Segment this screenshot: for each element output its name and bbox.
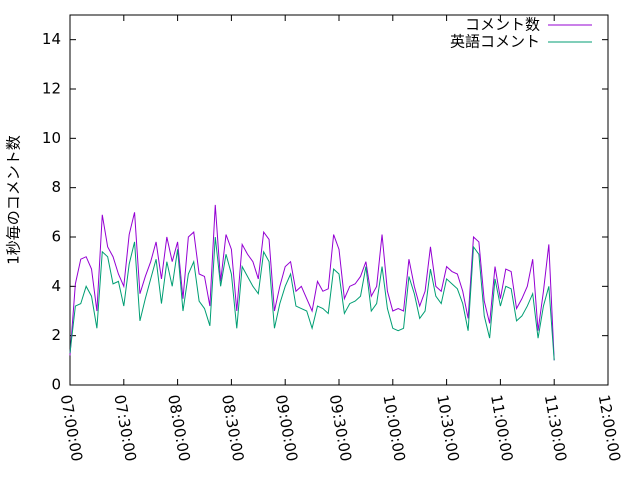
x-tick-label: 11:30:00	[541, 393, 570, 462]
y-tick-label: 8	[51, 178, 61, 196]
y-tick-label: 2	[51, 326, 61, 344]
y-tick-label: 14	[42, 30, 61, 48]
x-tick-label: 11:00:00	[487, 393, 516, 462]
x-tick-label: 10:30:00	[433, 393, 462, 462]
x-tick-label: 10:00:00	[379, 393, 408, 462]
x-tick-label: 09:00:00	[272, 393, 301, 462]
series-line	[69, 236, 555, 361]
series-line	[69, 204, 555, 361]
plot-border	[69, 14, 609, 386]
x-tick-label: 07:30:00	[110, 393, 139, 462]
y-tick-label: 4	[51, 277, 61, 295]
y-axis-label: 1秒毎のコメント数	[5, 135, 23, 265]
y-tick-label: 12	[42, 80, 61, 98]
x-tick-label: 12:00:00	[595, 393, 624, 462]
x-tick-label: 08:30:00	[218, 393, 247, 462]
y-tick-label: 0	[51, 376, 61, 394]
x-tick-label: 07:00:00	[57, 393, 86, 462]
x-tick-label: 08:00:00	[164, 393, 193, 462]
y-tick-label: 10	[42, 129, 61, 147]
legend-label: 英語コメント	[450, 33, 540, 51]
legend-label: コメント数	[465, 16, 540, 34]
x-tick-label: 09:30:00	[326, 393, 355, 462]
y-tick-label: 6	[51, 228, 61, 246]
